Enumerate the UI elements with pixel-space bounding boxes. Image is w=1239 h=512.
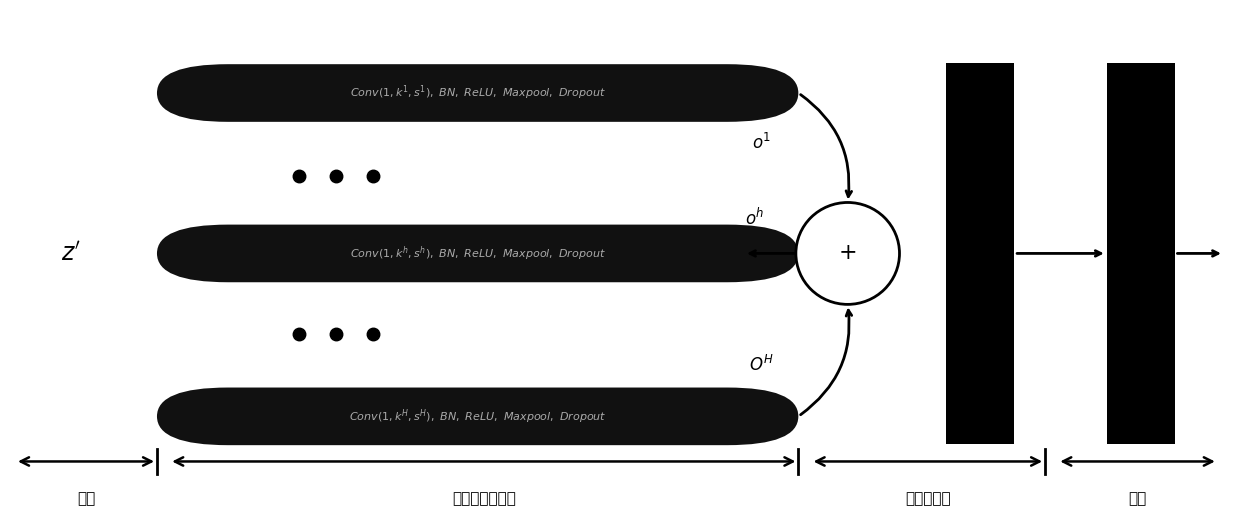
Text: $z'$: $z'$	[61, 242, 81, 265]
Text: $Conv(1,k^1,s^1),\ BN,\ ReLU,\ Maxpool,\ Dropout$: $Conv(1,k^1,s^1),\ BN,\ ReLU,\ Maxpool,\…	[349, 83, 606, 102]
Bar	[1106, 63, 1175, 444]
Text: $Conv(1,k^H,s^H),\ BN,\ ReLU,\ Maxpool,\ Dropout$: $Conv(1,k^H,s^H),\ BN,\ ReLU,\ Maxpool,\…	[349, 407, 606, 425]
Text: $O^H$: $O^H$	[748, 355, 773, 375]
Text: 多尺度特征学习: 多尺度特征学习	[452, 492, 515, 506]
Text: 输入: 输入	[77, 492, 95, 506]
Text: $o^1$: $o^1$	[752, 133, 771, 153]
Text: 多特征融合: 多特征融合	[904, 492, 950, 506]
Text: 输出: 输出	[1129, 492, 1146, 506]
FancyBboxPatch shape	[157, 64, 798, 122]
Text: $o^h$: $o^h$	[746, 208, 764, 229]
FancyBboxPatch shape	[157, 225, 798, 282]
Ellipse shape	[795, 202, 900, 304]
Bar	[947, 63, 1015, 444]
Text: $Conv(1,k^h,s^h),\ BN,\ ReLU,\ Maxpool,\ Dropout$: $Conv(1,k^h,s^h),\ BN,\ ReLU,\ Maxpool,\…	[349, 244, 606, 263]
Text: +: +	[839, 242, 857, 264]
FancyBboxPatch shape	[157, 388, 798, 445]
